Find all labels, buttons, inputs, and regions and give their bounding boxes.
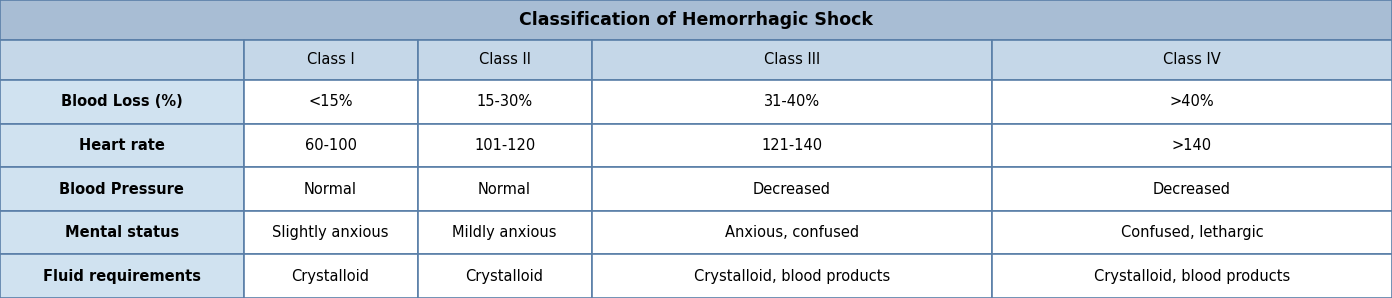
Text: Crystalloid: Crystalloid bbox=[291, 269, 370, 284]
Bar bbox=[0, 254, 244, 298]
Bar bbox=[0, 167, 244, 211]
Bar bbox=[418, 167, 592, 211]
Text: Class III: Class III bbox=[764, 52, 820, 68]
Bar bbox=[991, 211, 1392, 254]
Bar bbox=[244, 211, 418, 254]
Text: Classification of Hemorrhagic Shock: Classification of Hemorrhagic Shock bbox=[519, 11, 873, 29]
Text: 15-30%: 15-30% bbox=[476, 94, 533, 109]
Text: <15%: <15% bbox=[309, 94, 352, 109]
Bar bbox=[244, 80, 418, 124]
Text: Confused, lethargic: Confused, lethargic bbox=[1121, 225, 1264, 240]
Text: 101-120: 101-120 bbox=[473, 138, 536, 153]
Text: Class IV: Class IV bbox=[1164, 52, 1221, 68]
Bar bbox=[592, 254, 991, 298]
Bar bbox=[592, 124, 991, 167]
Text: >140: >140 bbox=[1172, 138, 1212, 153]
Text: Crystalloid, blood products: Crystalloid, blood products bbox=[1094, 269, 1290, 284]
Text: 60-100: 60-100 bbox=[305, 138, 356, 153]
Bar bbox=[418, 211, 592, 254]
Bar bbox=[592, 40, 991, 80]
Bar bbox=[418, 124, 592, 167]
Bar bbox=[592, 211, 991, 254]
Bar bbox=[0, 211, 244, 254]
Bar bbox=[0, 80, 244, 124]
Text: Heart rate: Heart rate bbox=[79, 138, 164, 153]
Bar bbox=[991, 124, 1392, 167]
Bar bbox=[0, 0, 1392, 40]
Bar bbox=[244, 167, 418, 211]
Bar bbox=[991, 167, 1392, 211]
Text: Blood Pressure: Blood Pressure bbox=[60, 181, 184, 196]
Text: Slightly anxious: Slightly anxious bbox=[273, 225, 388, 240]
Text: Class I: Class I bbox=[306, 52, 355, 68]
Bar bbox=[418, 254, 592, 298]
Bar bbox=[418, 80, 592, 124]
Text: Anxious, confused: Anxious, confused bbox=[725, 225, 859, 240]
Text: Mildly anxious: Mildly anxious bbox=[452, 225, 557, 240]
Bar bbox=[0, 124, 244, 167]
Text: Fluid requirements: Fluid requirements bbox=[43, 269, 200, 284]
Text: Normal: Normal bbox=[303, 181, 358, 196]
Bar bbox=[592, 167, 991, 211]
Bar bbox=[991, 40, 1392, 80]
Text: Decreased: Decreased bbox=[1153, 181, 1231, 196]
Text: Crystalloid, blood products: Crystalloid, blood products bbox=[693, 269, 889, 284]
Bar bbox=[0, 40, 244, 80]
Text: 121-140: 121-140 bbox=[761, 138, 823, 153]
Bar bbox=[244, 124, 418, 167]
Text: Mental status: Mental status bbox=[64, 225, 180, 240]
Text: Crystalloid: Crystalloid bbox=[465, 269, 544, 284]
Text: Decreased: Decreased bbox=[753, 181, 831, 196]
Bar bbox=[592, 80, 991, 124]
Text: >40%: >40% bbox=[1169, 94, 1214, 109]
Text: Class II: Class II bbox=[479, 52, 530, 68]
Bar bbox=[418, 40, 592, 80]
Text: Blood Loss (%): Blood Loss (%) bbox=[61, 94, 182, 109]
Bar bbox=[991, 80, 1392, 124]
Bar bbox=[244, 40, 418, 80]
Bar bbox=[991, 254, 1392, 298]
Bar bbox=[244, 254, 418, 298]
Text: 31-40%: 31-40% bbox=[764, 94, 820, 109]
Text: Normal: Normal bbox=[477, 181, 532, 196]
